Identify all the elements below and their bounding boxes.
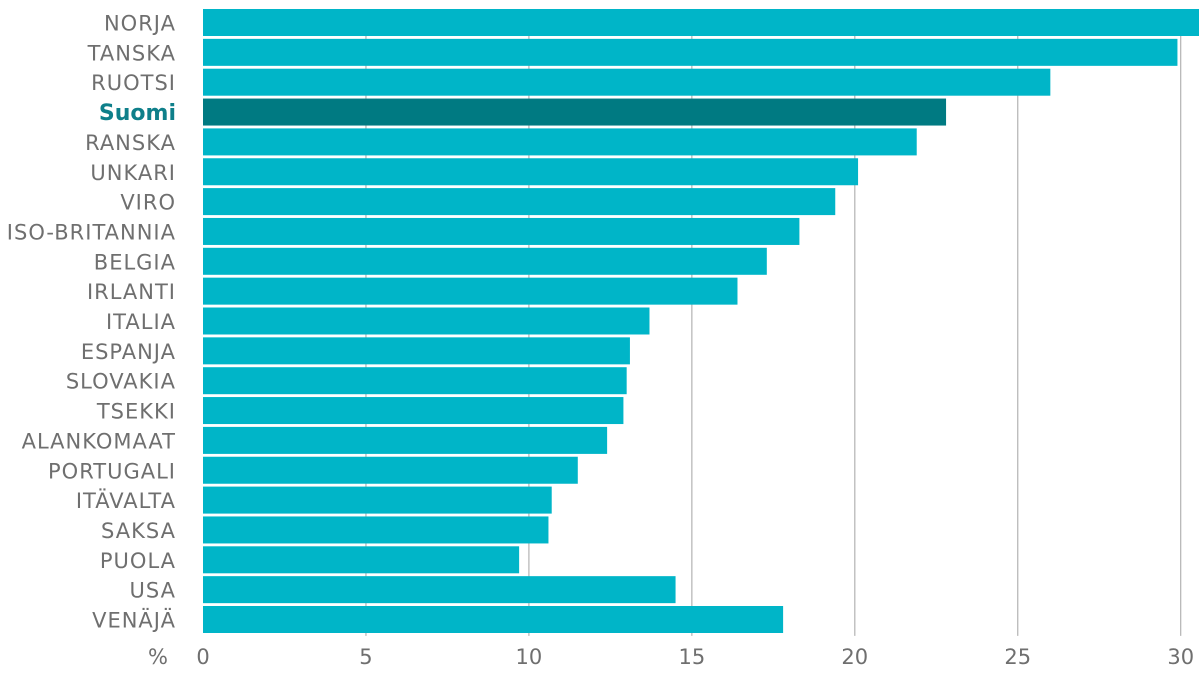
category-label: RUOTSI: [91, 71, 176, 95]
category-label: UNKARI: [90, 161, 176, 185]
bar-norja: [203, 9, 1199, 36]
bar-slovakia: [203, 367, 627, 395]
category-label: TSEKKI: [96, 400, 176, 424]
category-label: Suomi: [99, 101, 176, 126]
bar-usa: [203, 576, 676, 604]
bar-saksa: [203, 516, 549, 544]
x-tick-label: 5: [359, 645, 372, 669]
category-label: ISO-BRITANNIA: [7, 220, 176, 244]
category-label: VIRO: [120, 191, 176, 215]
category-label: PUOLA: [100, 549, 176, 573]
bar-suomi: [203, 98, 947, 126]
bar-unkari: [203, 158, 859, 186]
category-label: SLOVAKIA: [66, 370, 176, 394]
x-unit-label: %: [148, 645, 168, 669]
bar-portugali: [203, 456, 578, 484]
category-label: TANSKA: [87, 41, 176, 65]
category-label: ESPANJA: [81, 340, 176, 364]
bar-ruotsi: [203, 68, 1051, 96]
bar-ranska: [203, 128, 917, 156]
x-tick-label: 25: [1004, 645, 1031, 669]
category-label: BELGIA: [94, 250, 176, 274]
bar-tsekki: [203, 397, 624, 425]
bar-irlanti: [203, 277, 738, 305]
category-labels: NORJA TANSKA RUOTSI Suomi RANSKA UNKARI VIRO IS…: [7, 12, 176, 633]
bars: [203, 9, 1199, 633]
bar-belgia: [203, 247, 767, 275]
category-label: ALANKOMAAT: [22, 429, 176, 453]
category-label: NORJA: [104, 12, 176, 36]
bar-iso-britannia: [203, 217, 800, 245]
category-label: SAKSA: [101, 519, 176, 543]
x-tick-label: 15: [678, 645, 705, 669]
category-label: ITÄVALTA: [76, 488, 176, 513]
bar-italia: [203, 307, 650, 335]
x-tick-label: 10: [516, 645, 543, 669]
x-tick-label: 20: [841, 645, 868, 669]
category-label: ITALIA: [106, 310, 176, 334]
bar-venäjä: [203, 606, 784, 633]
x-tick-labels: % 0 5 10 15 20 25 30: [148, 645, 1194, 669]
category-label: IRLANTI: [87, 280, 176, 304]
x-tick-label: 30: [1167, 645, 1194, 669]
category-label: RANSKA: [85, 131, 176, 155]
category-label: PORTUGALI: [48, 459, 176, 483]
bar-alankomaat: [203, 426, 608, 454]
bar-itävalta: [203, 486, 552, 514]
bar-viro: [203, 188, 836, 216]
category-label: VENÄJÄ: [92, 608, 176, 633]
bar-puola: [203, 546, 520, 574]
bar-tanska: [203, 38, 1178, 66]
category-label: USA: [130, 579, 176, 603]
x-tick-label: 0: [196, 645, 209, 669]
bar-espanja: [203, 337, 630, 365]
